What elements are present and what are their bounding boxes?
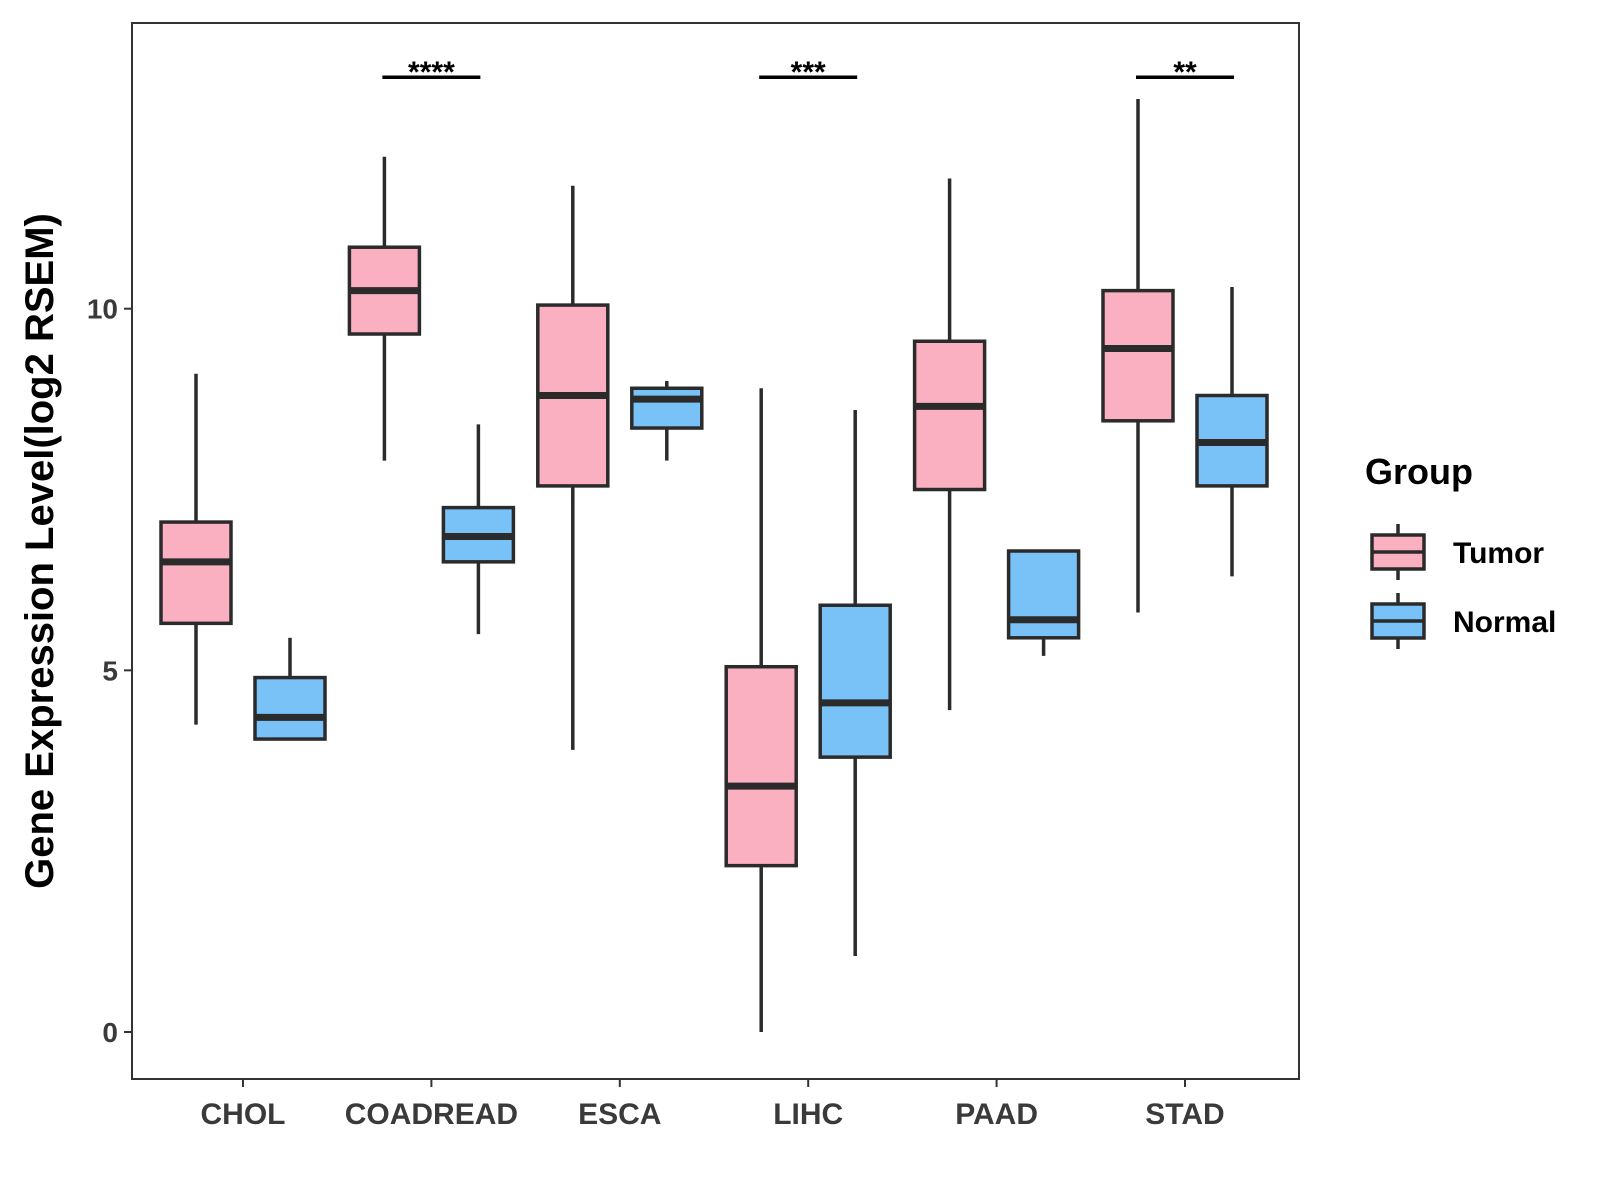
y-tick-label: 10 [87, 294, 118, 325]
box-body [630, 386, 704, 430]
box-body [1006, 549, 1081, 640]
x-tick-label: LIHC [773, 1098, 843, 1131]
box-tumor-lihc [724, 388, 798, 1032]
box-normal-lihc [818, 409, 892, 957]
x-axis: CHOL COADREAD ESCA LIHC PAAD STAD [201, 1079, 1225, 1131]
box-tumor-chol [159, 373, 233, 725]
box-body [1101, 288, 1175, 423]
significance-label: *** [791, 56, 826, 89]
box-tumor-paad [912, 178, 987, 711]
box-tumor-stad [1101, 98, 1175, 613]
box-normal-stad [1195, 287, 1269, 577]
y-axis: 0 5 10 [87, 294, 132, 1048]
significance-label: **** [408, 56, 455, 89]
significance-label: ** [1173, 56, 1197, 89]
legend-label-normal: Normal [1453, 606, 1556, 639]
box-normal-esca [630, 381, 704, 461]
legend: Group Tumor Normal [1365, 451, 1556, 649]
box-body [818, 603, 892, 759]
significance-layer: **** *** ** [382, 56, 1234, 89]
box-tumor-esca [536, 185, 610, 750]
box-normal-paad [1006, 549, 1081, 656]
legend-key-tumor [1370, 524, 1426, 580]
box-body [724, 664, 798, 868]
plot-panel [131, 22, 1300, 1080]
legend-key-normal [1370, 593, 1426, 649]
box-normal-chol [253, 637, 327, 741]
x-tick-label: ESCA [578, 1098, 661, 1131]
box-body [253, 675, 327, 741]
boxes-layer [159, 98, 1269, 1032]
box-tumor-coadread [347, 156, 422, 461]
box-body [912, 339, 987, 492]
legend-label-tumor: Tumor [1453, 537, 1544, 570]
box-body [159, 520, 233, 626]
legend-title: Group [1365, 451, 1473, 492]
x-tick-label: COADREAD [345, 1098, 518, 1131]
y-tick-label: 5 [102, 655, 118, 686]
box-normal-coadread [441, 424, 516, 635]
y-tick-label: 0 [102, 1017, 118, 1048]
x-tick-label: CHOL [201, 1098, 286, 1131]
x-tick-label: PAAD [955, 1098, 1038, 1131]
y-axis-title: Gene Expression Level(log2 RSEM) [18, 213, 62, 889]
x-tick-label: STAD [1145, 1098, 1224, 1131]
